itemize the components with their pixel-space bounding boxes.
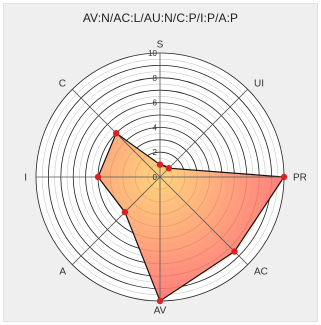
chart-title: AV:N/AC:L/AU:N/C:P/I:P/A:P: [82, 11, 239, 25]
data-marker: [165, 165, 172, 172]
axis-label: UI: [254, 79, 264, 90]
axis-label: C: [59, 79, 66, 90]
axis-label: I: [24, 173, 27, 184]
tick-label: 6: [153, 99, 158, 108]
axis-label: AV: [154, 306, 167, 317]
radial-tick-labels: 0 2 4 6 8 10: [148, 49, 157, 182]
tick-label: 2: [153, 148, 158, 157]
data-marker: [113, 130, 120, 137]
axis-label: A: [59, 267, 66, 278]
axis-line: [159, 89, 248, 178]
tick-label: 8: [153, 74, 158, 83]
axis-line: [72, 176, 161, 265]
tick-label: 10: [148, 49, 157, 58]
radar-axes: [36, 53, 284, 301]
data-marker: [156, 297, 164, 305]
axis-label: AC: [254, 267, 268, 278]
axis-labels: S UI PR AC AV A I C: [24, 40, 307, 317]
data-marker: [280, 173, 288, 181]
data-marker: [121, 208, 129, 216]
data-marker: [231, 248, 238, 255]
tick-label: 4: [153, 123, 158, 132]
tick-label: 0: [153, 173, 158, 182]
axis-label: PR: [293, 173, 307, 184]
data-markers: [94, 130, 288, 305]
data-marker: [94, 173, 102, 181]
axis-label: S: [157, 40, 164, 51]
data-marker: [156, 161, 164, 168]
